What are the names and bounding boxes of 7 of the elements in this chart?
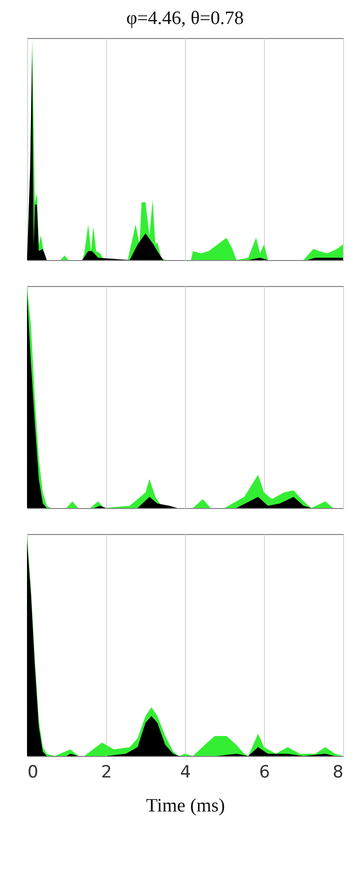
x-tick-label: 6: [259, 762, 270, 782]
x-tick-label: 0: [28, 762, 38, 782]
x-tick-label: 4: [180, 762, 191, 782]
chart-title: φ=4.46, θ=0.78: [126, 8, 244, 29]
x-tick-label: 2: [101, 762, 112, 782]
x-tick-label: 8: [332, 762, 344, 782]
x-axis-title: Time (ms): [146, 796, 226, 816]
